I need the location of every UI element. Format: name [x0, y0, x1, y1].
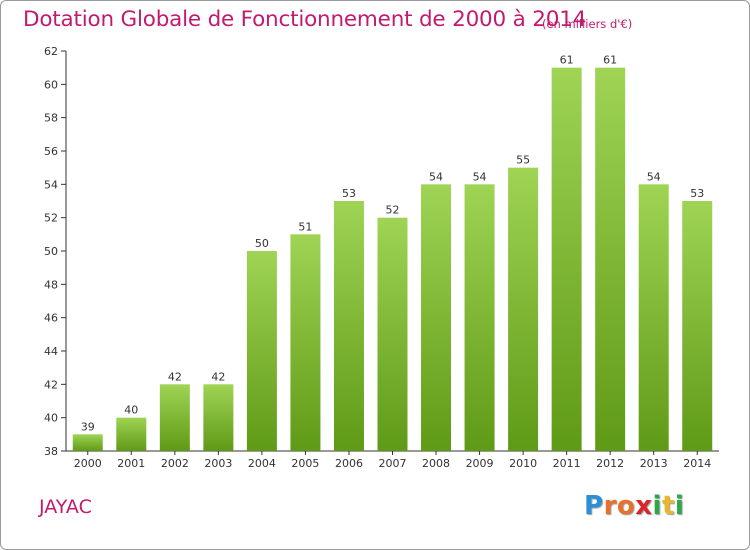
bar-2003[interactable] — [203, 384, 234, 451]
y-tick-label: 38 — [44, 445, 58, 458]
logo-letter: x — [635, 491, 653, 521]
data-label-2009: 54 — [473, 170, 487, 183]
data-label-2005: 51 — [298, 220, 312, 233]
bar-2012[interactable] — [595, 67, 626, 452]
commune-name: JAYAC — [39, 496, 92, 518]
data-label-2004: 50 — [255, 237, 269, 250]
data-label-2002: 42 — [168, 370, 182, 383]
y-tick-label: 56 — [44, 145, 58, 158]
data-label-2014: 53 — [690, 187, 704, 200]
bar-2010[interactable] — [508, 167, 539, 451]
y-tick-label: 44 — [44, 345, 58, 358]
data-label-2011: 61 — [560, 54, 574, 67]
data-label-2008: 54 — [429, 170, 443, 183]
logo-letter: P — [584, 491, 604, 521]
data-label-2007: 52 — [386, 204, 400, 217]
bar-2000[interactable] — [72, 434, 103, 451]
logo-letter: r — [603, 491, 617, 521]
y-tick-label: 48 — [44, 278, 58, 291]
x-tick-label: 2011 — [553, 457, 581, 470]
x-tick-label: 2013 — [640, 457, 668, 470]
logo-letter: i — [652, 491, 662, 521]
bar-2004[interactable] — [246, 251, 277, 451]
proxiti-logo[interactable]: Proxiti — [584, 491, 684, 521]
x-tick-label: 2014 — [683, 457, 711, 470]
data-label-2010: 55 — [516, 154, 530, 167]
bar-2014[interactable] — [682, 201, 713, 451]
data-label-2012: 61 — [603, 54, 617, 67]
bar-2006[interactable] — [333, 201, 364, 451]
bar-2001[interactable] — [116, 417, 147, 451]
x-tick-label: 2005 — [291, 457, 319, 470]
data-label-2000: 39 — [81, 420, 95, 433]
data-label-2001: 40 — [124, 404, 138, 417]
y-tick-label: 50 — [44, 245, 58, 258]
x-tick-label: 2007 — [379, 457, 407, 470]
x-tick-label: 2010 — [509, 457, 537, 470]
bar-2007[interactable] — [377, 217, 408, 451]
logo-letter: t — [661, 491, 675, 521]
data-label-2003: 42 — [211, 370, 225, 383]
x-tick-label: 2009 — [466, 457, 494, 470]
x-tick-label: 2012 — [596, 457, 624, 470]
x-tick-label: 2004 — [248, 457, 276, 470]
chart-title: Dotation Globale de Fonctionnement de 20… — [23, 7, 587, 32]
y-tick-label: 54 — [44, 178, 58, 191]
logo-letter: i — [674, 491, 685, 521]
y-tick-label: 42 — [44, 378, 58, 391]
logo-letter: o — [616, 491, 636, 521]
y-tick-label: 58 — [44, 112, 58, 125]
y-tick-label: 62 — [44, 45, 58, 58]
x-tick-label: 2000 — [74, 457, 102, 470]
bar-2002[interactable] — [159, 384, 190, 451]
bar-2008[interactable] — [421, 184, 452, 452]
x-tick-label: 2001 — [117, 457, 145, 470]
bar-2011[interactable] — [551, 67, 582, 452]
data-label-2013: 54 — [647, 170, 661, 183]
chart-subtitle: (en milliers d'€) — [542, 17, 633, 31]
x-tick-label: 2008 — [422, 457, 450, 470]
y-tick-label: 60 — [44, 78, 58, 91]
y-tick-label: 40 — [44, 412, 58, 425]
y-tick-label: 52 — [44, 212, 58, 225]
y-tick-label: 46 — [44, 312, 58, 325]
x-tick-label: 2003 — [204, 457, 232, 470]
bar-2013[interactable] — [638, 184, 669, 452]
x-tick-label: 2002 — [161, 457, 189, 470]
x-tick-label: 2006 — [335, 457, 363, 470]
bar-2005[interactable] — [290, 234, 321, 451]
bar-2009[interactable] — [464, 184, 495, 452]
data-label-2006: 53 — [342, 187, 356, 200]
